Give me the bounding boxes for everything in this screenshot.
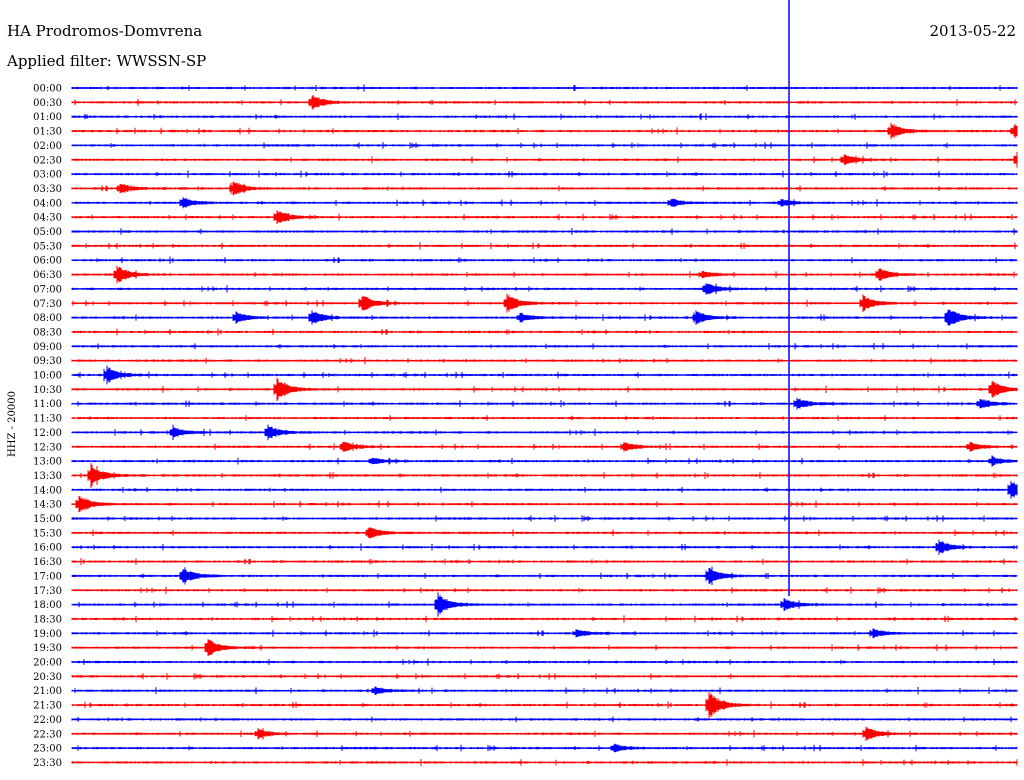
tick-label: 23:00 xyxy=(33,744,62,755)
tick-label: 16:30 xyxy=(33,557,62,568)
tick-label: 14:30 xyxy=(33,500,62,511)
tick-label: 03:30 xyxy=(33,184,62,195)
tick-label: 09:30 xyxy=(33,356,62,367)
tick-label: 07:30 xyxy=(33,299,62,310)
tick-label: 12:30 xyxy=(33,442,62,453)
tick-label: 19:00 xyxy=(33,629,62,640)
tick-label: 18:30 xyxy=(33,614,62,625)
tick-label: 14:00 xyxy=(33,485,62,496)
tick-label: 13:00 xyxy=(33,457,62,468)
tick-label: 11:30 xyxy=(33,414,62,425)
tick-label: 16:00 xyxy=(33,543,62,554)
tick-label: 17:00 xyxy=(33,571,62,582)
channel-axis-label: HHZ - 20000 xyxy=(7,391,18,457)
tick-label: 00:00 xyxy=(33,84,62,95)
tick-label: 22:00 xyxy=(33,715,62,726)
tick-label: 06:30 xyxy=(33,270,62,281)
tick-label: 02:00 xyxy=(33,141,62,152)
tick-label: 03:00 xyxy=(33,170,62,181)
tick-label: 17:30 xyxy=(33,586,62,597)
tick-label: 01:00 xyxy=(33,112,62,123)
time-tick-labels: 00:00 00:30 01:00 01:30 02:00 02:30 03:00 03:30… xyxy=(33,84,62,769)
tick-label: 04:00 xyxy=(33,198,62,209)
tick-label: 09:00 xyxy=(33,342,62,353)
tick-label: 11:00 xyxy=(33,399,62,410)
tick-label: 21:00 xyxy=(33,686,62,697)
filter-subtitle: Applied filter: WWSSN-SP xyxy=(6,52,206,70)
tick-label: 04:30 xyxy=(33,213,62,224)
tick-label: 18:00 xyxy=(33,600,62,611)
tick-label: 05:00 xyxy=(33,227,62,238)
tick-label: 10:30 xyxy=(33,385,62,396)
tick-label: 07:00 xyxy=(33,284,62,295)
tick-label: 15:30 xyxy=(33,528,62,539)
tick-label: 00:30 xyxy=(33,98,62,109)
tick-label: 20:30 xyxy=(33,672,62,683)
tick-label: 12:00 xyxy=(33,428,62,439)
tick-label: 20:00 xyxy=(33,658,62,669)
station-title: HA Prodromos-Domvrena xyxy=(7,22,202,40)
tick-label: 10:00 xyxy=(33,371,62,382)
tick-label: 22:30 xyxy=(33,729,62,740)
tick-label: 02:30 xyxy=(33,155,62,166)
tick-label: 05:30 xyxy=(33,241,62,252)
tick-label: 08:30 xyxy=(33,327,62,338)
tick-label: 19:30 xyxy=(33,643,62,654)
date-label: 2013-05-22 xyxy=(930,22,1016,40)
tick-label: 01:30 xyxy=(33,127,62,138)
tick-label: 08:00 xyxy=(33,313,62,324)
tick-label: 23:30 xyxy=(33,758,62,769)
tick-label: 15:00 xyxy=(33,514,62,525)
trace-rows xyxy=(71,84,1018,766)
tick-label: 13:30 xyxy=(33,471,62,482)
tick-label: 21:30 xyxy=(33,701,62,712)
tick-label: 06:00 xyxy=(33,256,62,267)
